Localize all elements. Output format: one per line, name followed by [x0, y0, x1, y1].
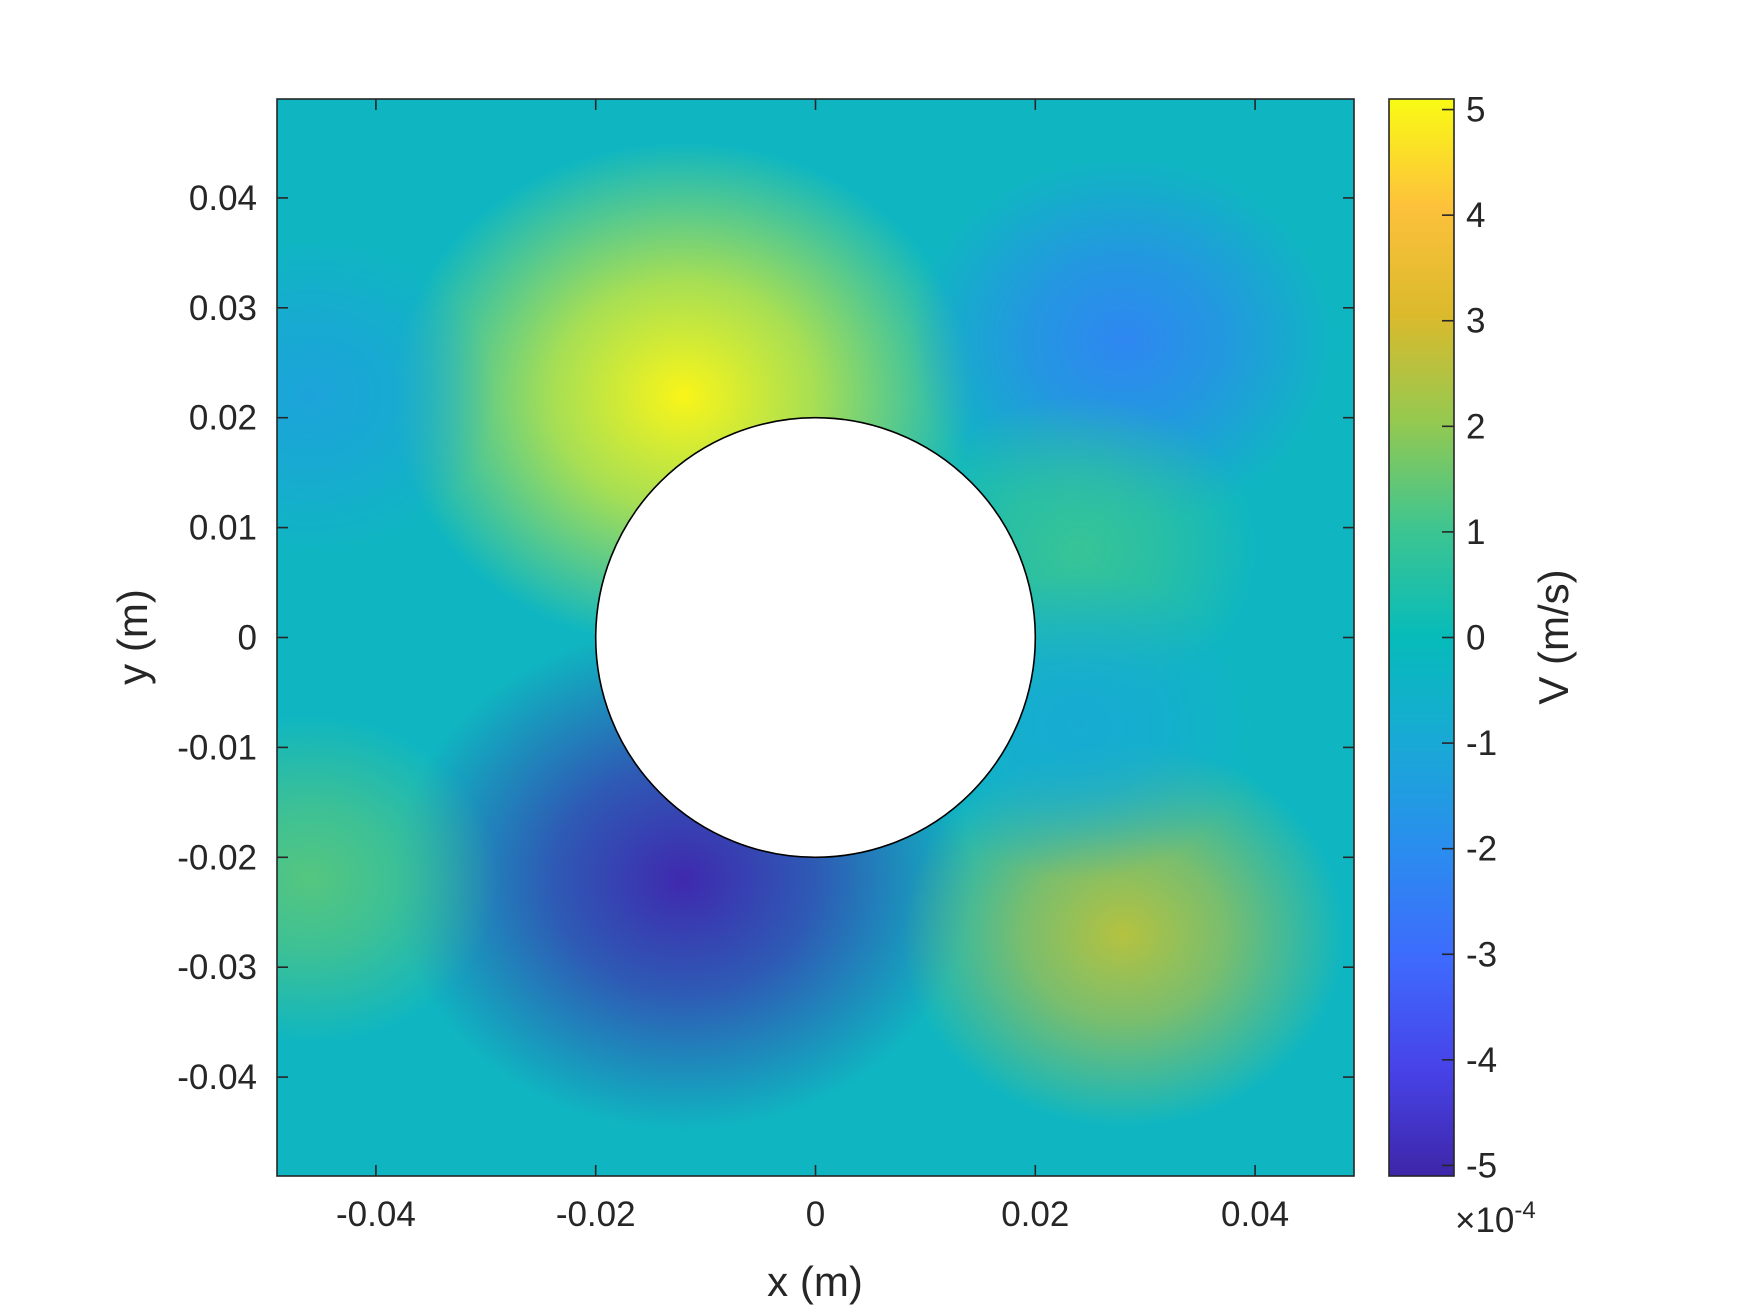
y-tick-label: -0.01: [177, 728, 257, 767]
y-tick-label: 0.03: [189, 289, 257, 328]
colorbar-ticks: 5 4 3 2 1 0 -1 -2 -3 -4 -5: [1442, 91, 1497, 1185]
y-tick-label: -0.04: [177, 1058, 257, 1097]
field-extremum: [277, 234, 495, 557]
y-axis: 0.04 0.03 0.02 0.01 0 -0.01 -0.02 -0.03 -0.04: [177, 179, 1354, 1097]
x-tick-label: -0.04: [336, 1195, 416, 1234]
colorbar-tick-label: -3: [1466, 935, 1497, 974]
colorbar-tick-label: 2: [1466, 407, 1485, 446]
x-tick-label: 0: [806, 1195, 825, 1234]
colorbar-tick-label: 5: [1466, 91, 1485, 130]
colorbar-tick-label: -4: [1466, 1041, 1497, 1080]
colorbar-tick-label: 1: [1466, 513, 1485, 552]
colorbar: 5 4 3 2 1 0 -1 -2 -3 -4 -5 V (m/s) ×10-4: [1388, 91, 1577, 1240]
y-tick-label: -0.03: [177, 948, 257, 987]
y-tick-label: 0.01: [189, 509, 257, 548]
colorbar-tick-label: 0: [1466, 619, 1485, 658]
colorbar-tick-label: -1: [1466, 724, 1497, 763]
colorbar-tick-label: -5: [1466, 1146, 1497, 1185]
y-tick-label: 0.04: [189, 179, 257, 218]
y-tick-label: 0.02: [189, 399, 257, 438]
colorbar-tick-label: 3: [1466, 302, 1485, 341]
colorbar-exponent: ×10-4: [1455, 1197, 1536, 1240]
colorbar-tick-label: 4: [1466, 196, 1485, 235]
field-extremum: [277, 716, 498, 1043]
x-tick-label: 0.04: [1221, 1195, 1289, 1234]
x-tick-label: 0.02: [1001, 1195, 1069, 1234]
colorbar-tick-label: -2: [1466, 830, 1497, 869]
x-axis-label: x (m): [767, 1258, 863, 1305]
y-tick-label: 0: [238, 619, 257, 658]
colorbar-label: V (m/s): [1530, 569, 1577, 704]
x-axis: -0.04 -0.02 0 0.02 0.04: [336, 99, 1289, 1234]
heatmap-field: [277, 99, 1354, 1176]
y-tick-label: -0.02: [177, 838, 257, 877]
cylinder-obstacle: [594, 416, 1037, 859]
x-tick-label: -0.02: [556, 1195, 636, 1234]
y-axis-label: y (m): [109, 589, 156, 685]
